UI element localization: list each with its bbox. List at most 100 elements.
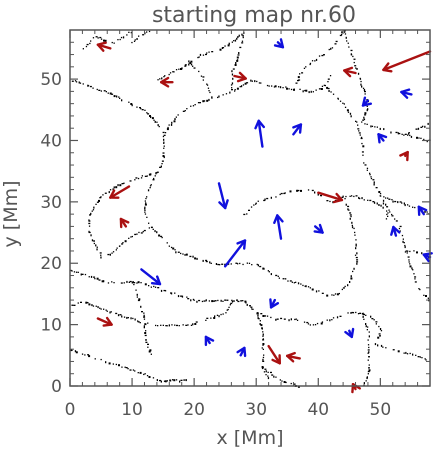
lane-dot [71,80,74,82]
lane-dot [426,211,428,213]
lane-dot [192,105,195,107]
lane-dot [88,355,91,358]
lane-dot [367,326,369,328]
lane-dot [336,316,339,319]
lane-dot [96,88,98,91]
lane-dot [162,131,165,134]
lane-dot [356,121,358,123]
lane-dot [221,47,224,49]
lane-dot [105,91,107,93]
lane-dot [309,287,311,289]
lane-dot [257,314,259,317]
lane-dot [375,187,378,189]
lane-dot [144,373,146,375]
lane-dot [286,87,288,90]
lane-dot [401,202,403,204]
lane-dot [131,281,133,284]
lane-dot [134,233,137,236]
axis-ticks: 0 10 20 30 40 50 0 10 20 30 40 50 [40,30,430,420]
lane-dot [231,70,233,73]
lane-dot [329,75,332,77]
lane-dot [236,299,238,301]
lane-dot [386,213,388,216]
lane-dot [91,304,93,307]
lane-dot [414,206,416,209]
lane-dot [261,328,263,330]
lane-dot [119,184,122,187]
lane-dot [180,252,182,255]
lane-dot [218,95,220,98]
lane-dot [348,46,350,48]
lane-dot [361,313,364,315]
lane-dot [192,65,194,67]
lane-dot [143,312,145,314]
lane-dot [144,208,146,210]
lane-dot [259,265,262,268]
lane-dot [104,192,107,194]
lane-dot [355,67,357,69]
lane-dot [353,227,355,230]
lane-dot [112,363,114,365]
lane-dot [127,317,129,319]
lane-dot [363,118,366,120]
lane-dot [159,166,162,168]
lane-dot [337,97,339,99]
lane-dot [352,55,354,58]
lane-dot [140,305,142,308]
lane-dot [388,209,390,211]
lane-dot [339,34,342,37]
flow-lane [144,135,212,264]
lane-dot [160,165,162,168]
lane-dot [263,371,266,373]
lane-dot [227,44,230,47]
lane-dot [154,175,156,177]
lane-dot [329,200,331,203]
lane-dot [163,156,165,159]
blue-arrow [204,335,215,347]
lane-dot [314,60,316,62]
lane-dot [327,78,330,80]
lane-dot [217,96,219,99]
lane-dot [115,186,118,189]
lane-dot [153,285,155,288]
lane-dot [354,234,356,236]
lane-dot [137,321,140,323]
lane-dot [141,109,144,111]
lane-dot [238,34,240,37]
lane-dot [241,33,243,36]
lane-dot [350,215,352,218]
lane-dot [201,300,204,303]
lane-dot [353,267,355,270]
lane-dot [180,68,182,70]
lane-dot [378,333,381,335]
lane-dot [425,359,427,361]
lane-dot [141,311,143,313]
lane-dot [342,102,344,104]
lane-dot [293,88,295,91]
lane-dot [146,375,149,377]
lane-dot [354,254,357,256]
lane-dot [139,107,141,109]
blue-arrows [140,38,433,358]
lane-dot [239,262,241,265]
flow-lane [293,31,343,91]
lane-dot [357,124,359,126]
lane-dot [99,36,102,39]
lane-dot [230,263,232,265]
lane-dot [414,278,416,280]
lane-dot [250,206,253,208]
chart-title: starting map nr.60 [152,3,356,28]
lane-dot [342,287,345,289]
lane-dot [185,324,188,326]
lane-dot [236,59,239,61]
blue-arrow [361,96,372,107]
y-tick-label: 40 [40,131,62,151]
lane-dot [137,177,140,180]
lane-dot [117,39,119,41]
lane-dot [120,36,123,39]
lane-dot [354,231,356,234]
lane-dot [426,140,428,143]
lane-dot [421,357,423,359]
lane-dot [270,196,272,199]
lane-dot [368,331,370,333]
